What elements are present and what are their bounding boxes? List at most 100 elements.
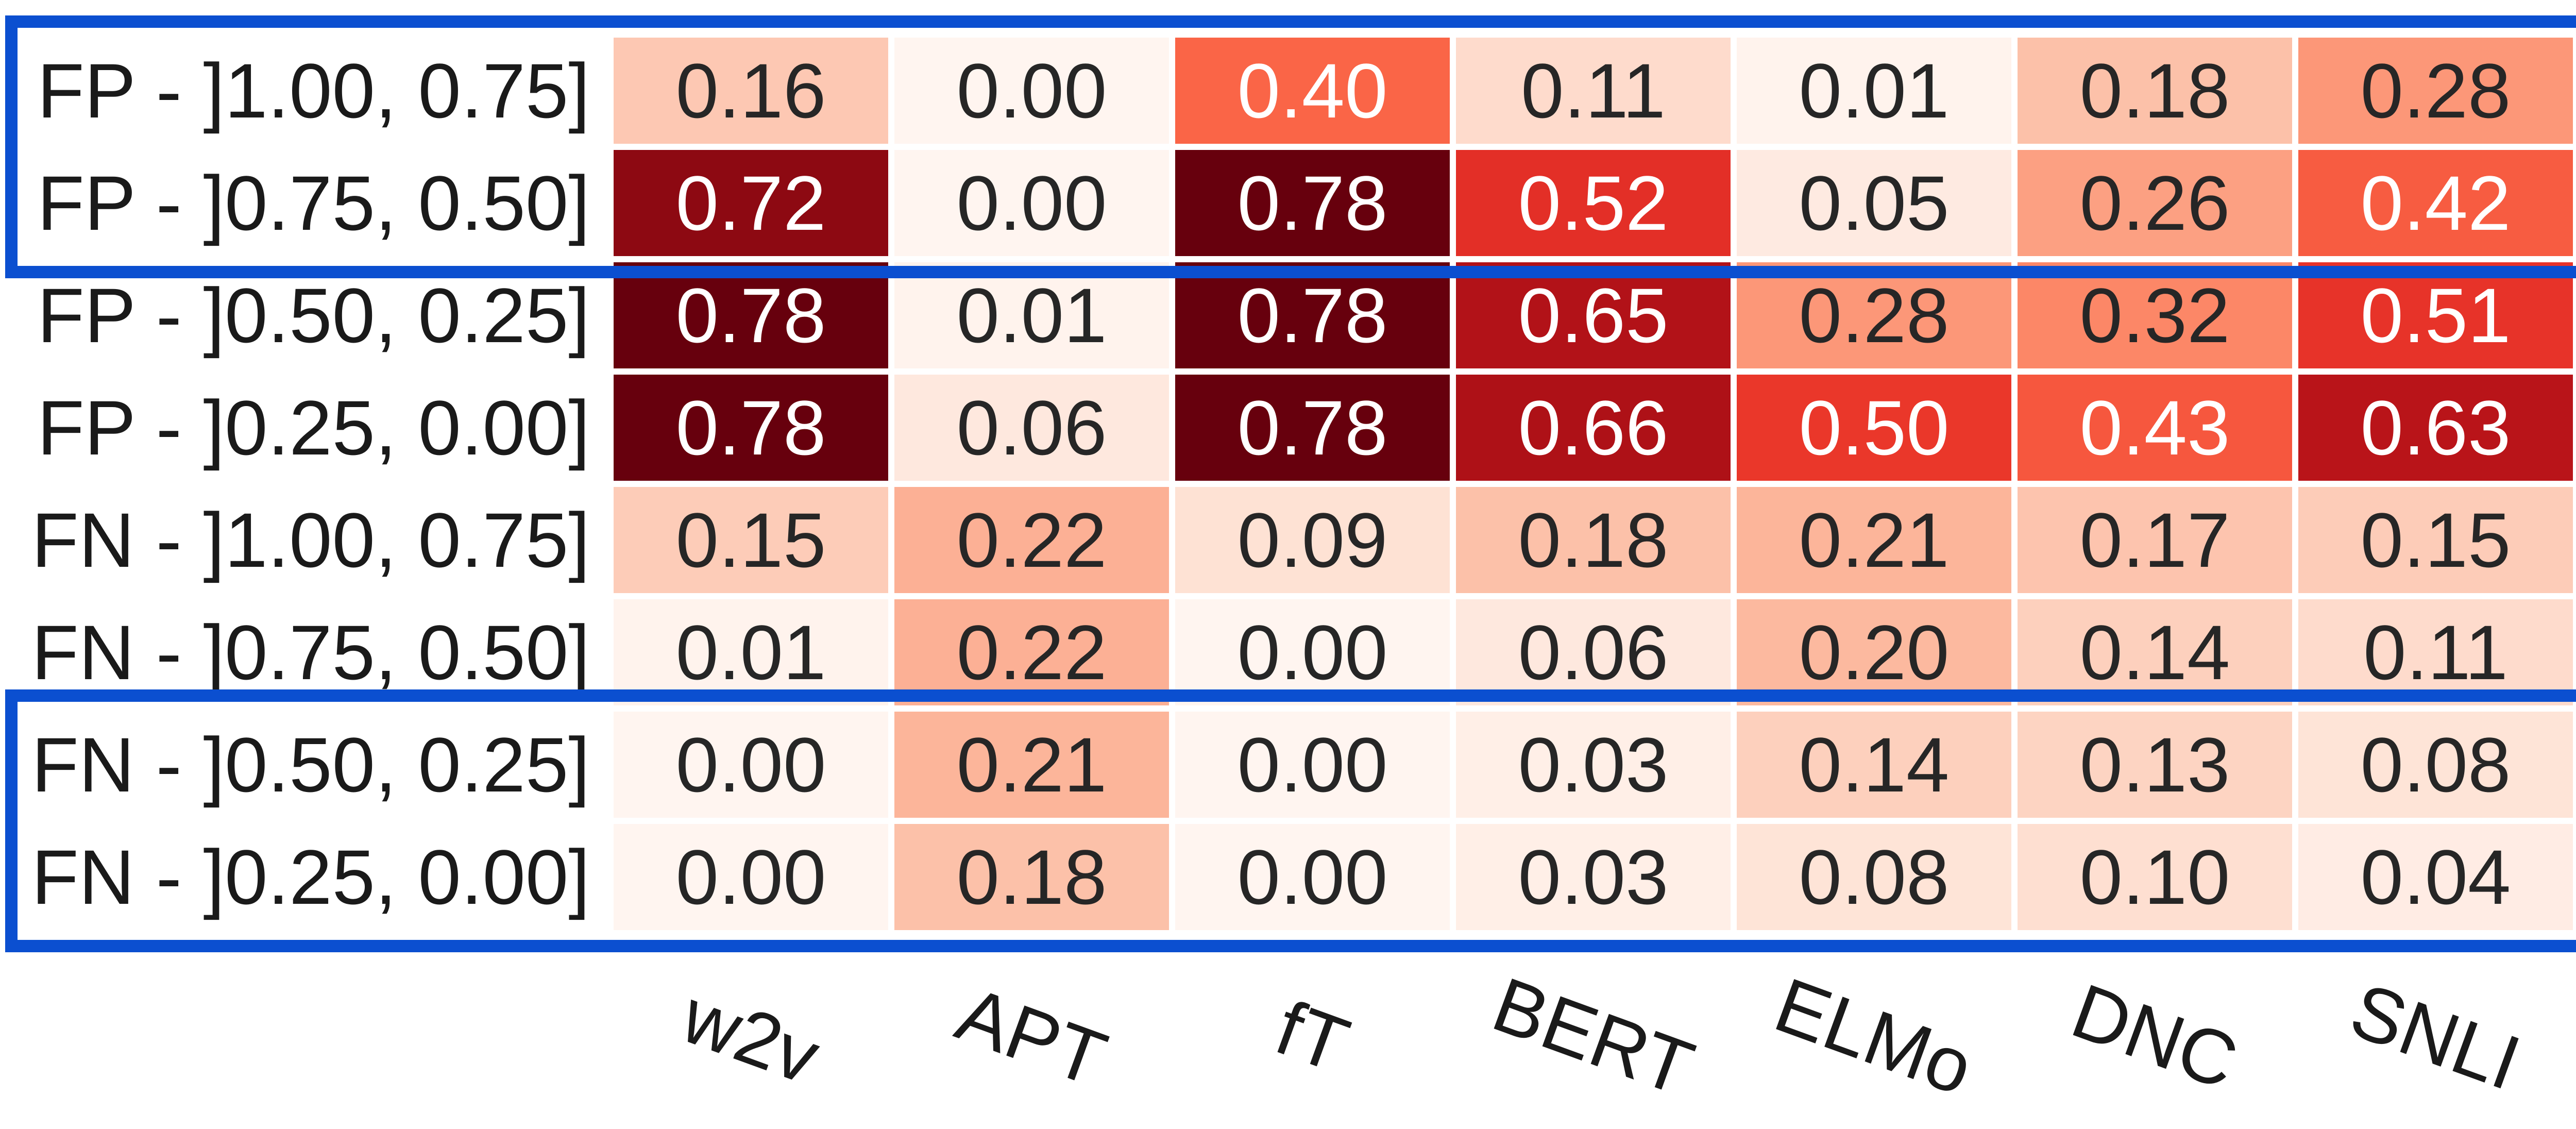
heatmap-cell-r4-c6 <box>2298 487 2573 593</box>
cell-value-label: 0.14 <box>2080 609 2230 696</box>
heatmap-cell-r0-c3 <box>1456 38 1731 144</box>
cell-value-label: 0.28 <box>2361 47 2511 134</box>
heatmap-cell-r5-c6 <box>2298 599 2573 705</box>
column-label: ELMo <box>1765 961 1984 1111</box>
row-label: FN - ]0.75, 0.50] <box>31 609 590 696</box>
cell-value-label: 0.14 <box>1799 721 1950 808</box>
cell-value-label: 0.15 <box>2361 497 2511 583</box>
heatmap-cell-r6-c3 <box>1456 712 1731 818</box>
heatmap-cell-r6-c2 <box>1175 712 1450 818</box>
cell-value-label: 0.03 <box>1518 721 1669 808</box>
heatmap-cell-r2-c0 <box>614 262 888 368</box>
cell-value-label: 0.26 <box>2080 160 2230 246</box>
cell-value-label: 0.22 <box>957 497 1107 583</box>
heatmap-cell-r2-c3 <box>1456 262 1731 368</box>
column-label: w2v <box>671 972 830 1100</box>
cell-value-label: 0.00 <box>1238 834 1388 920</box>
heatmap-cell-r6-c6 <box>2298 712 2573 818</box>
cell-value-label: 0.13 <box>2080 721 2230 808</box>
heatmap-cell-r3-c3 <box>1456 375 1731 481</box>
heatmap-cell-r7-c1 <box>894 824 1169 930</box>
heatmap-cell-r2-c2 <box>1175 262 1450 368</box>
heatmap-cell-r1-c4 <box>1737 150 2011 256</box>
heatmap-cell-r5-c1 <box>894 599 1169 705</box>
heatmap-cell-r1-c3 <box>1456 150 1731 256</box>
heatmap-cell-r2-c1 <box>894 262 1169 368</box>
row-labels: FP - ]1.00, 0.75] FP - ]0.75, 0.50] FP - ]… <box>31 47 590 920</box>
heatmap-cell-r4-c4 <box>1737 487 2011 593</box>
cell-value-label: 0.00 <box>676 834 826 920</box>
cell-value-label: 0.06 <box>957 384 1107 471</box>
cell-value-label: 0.78 <box>1238 272 1388 359</box>
heatmap-cell-r4-c2 <box>1175 487 1450 593</box>
row-label: FN - ]1.00, 0.75] <box>31 497 590 583</box>
heatmap-cell-r4-c0 <box>614 487 888 593</box>
heatmap-cell-r7-c3 <box>1456 824 1731 930</box>
heatmap-cell-r1-c6 <box>2298 150 2573 256</box>
cell-value-label: 0.65 <box>1518 272 1669 359</box>
heatmap-cell-r0-c2 <box>1175 38 1450 144</box>
column-label: DNC <box>2061 967 2248 1105</box>
heatmap-cell-r4-c1 <box>894 487 1169 593</box>
cell-value-label: 0.43 <box>2080 384 2230 471</box>
cell-value-label: 0.66 <box>1518 384 1669 471</box>
heatmap-cell-r6-c0 <box>614 712 888 818</box>
column-label: APT <box>946 970 1117 1103</box>
cell-value-label: 0.00 <box>1238 721 1388 808</box>
cell-value-label: 0.00 <box>957 47 1107 134</box>
heatmap-cells: 0.16 0.00 0.40 0.11 0.01 0.18 0.28 0.72 0.00 0.78… <box>614 38 2573 930</box>
cell-value-label: 0.40 <box>1238 47 1388 134</box>
cell-value-label: 0.01 <box>1799 47 1950 134</box>
heatmap-cell-r5-c5 <box>2018 599 2292 705</box>
heatmap-cell-r5-c0 <box>614 599 888 705</box>
heatmap-cell-r1-c5 <box>2018 150 2292 256</box>
heatmap-cell-r7-c5 <box>2018 824 2292 930</box>
heatmap-cell-r0-c5 <box>2018 38 2292 144</box>
cell-value-label: 0.16 <box>676 47 826 134</box>
heatmap-cell-r0-c0 <box>614 38 888 144</box>
heatmap-cell-r3-c4 <box>1737 375 2011 481</box>
cell-value-label: 0.06 <box>1518 609 1669 696</box>
cell-value-label: 0.18 <box>2080 47 2230 134</box>
heatmap-cell-r5-c2 <box>1175 599 1450 705</box>
cell-value-label: 0.18 <box>957 834 1107 920</box>
cell-value-label: 0.78 <box>676 384 826 471</box>
heatmap-cell-r1-c1 <box>894 150 1169 256</box>
heatmap-cell-r4-c5 <box>2018 487 2292 593</box>
row-label: FN - ]0.25, 0.00] <box>31 834 590 920</box>
heatmap-cell-r2-c6 <box>2298 262 2573 368</box>
cell-value-label: 0.21 <box>957 721 1107 808</box>
cell-value-label: 0.00 <box>957 160 1107 246</box>
heatmap-cell-r3-c1 <box>894 375 1169 481</box>
cell-value-label: 0.20 <box>1799 609 1950 696</box>
cell-value-label: 0.01 <box>676 609 826 696</box>
heatmap-cell-r6-c4 <box>1737 712 2011 818</box>
cell-value-label: 0.28 <box>1799 272 1950 359</box>
heatmap-cell-r3-c0 <box>614 375 888 481</box>
cell-value-label: 0.21 <box>1799 497 1950 583</box>
heatmap-cell-r2-c4 <box>1737 262 2011 368</box>
heatmap-cell-r0-c4 <box>1737 38 2011 144</box>
cell-value-label: 0.11 <box>2363 609 2508 696</box>
heatmap-cell-r0-c1 <box>894 38 1169 144</box>
column-label: BERT <box>1482 961 1704 1112</box>
heatmap-cell-r6-c1 <box>894 712 1169 818</box>
cell-value-label: 0.09 <box>1238 497 1388 583</box>
cell-value-label: 0.78 <box>1238 160 1388 246</box>
heatmap-cell-r7-c4 <box>1737 824 2011 930</box>
cell-value-label: 0.00 <box>676 721 826 808</box>
row-label: FP - ]0.50, 0.25] <box>37 272 590 359</box>
cell-value-label: 0.42 <box>2361 160 2511 246</box>
heatmap-cell-r5-c4 <box>1737 599 2011 705</box>
cell-value-label: 0.50 <box>1799 384 1950 471</box>
heatmap-cell-r3-c2 <box>1175 375 1450 481</box>
row-label: FP - ]1.00, 0.75] <box>37 47 590 134</box>
highlight-boxes <box>5 15 2576 952</box>
cell-value-label: 0.05 <box>1799 160 1950 246</box>
cell-value-label: 0.18 <box>1518 497 1669 583</box>
row-label: FN - ]0.50, 0.25] <box>31 721 590 808</box>
heatmap-cell-r6-c5 <box>2018 712 2292 818</box>
cell-value-label: 0.22 <box>957 609 1107 696</box>
highlight-box-2 <box>5 689 2576 952</box>
